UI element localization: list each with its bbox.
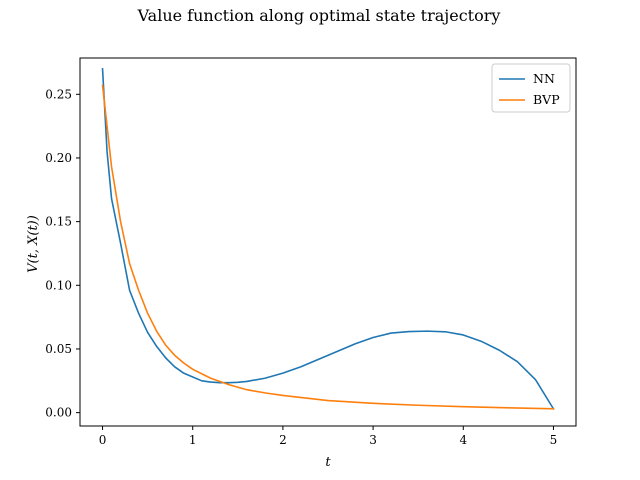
legend: NN BVP — [491, 63, 571, 113]
x-tick-label: 3 — [369, 433, 377, 447]
series-line-bvp — [101, 84, 555, 410]
x-tick-label: 0 — [99, 433, 107, 447]
chart-title: Value function along optimal state traje… — [137, 6, 501, 25]
y-tick-label: 0.10 — [45, 278, 72, 292]
x-tick-label: 5 — [550, 433, 558, 447]
plot-frame — [79, 57, 577, 427]
y-axis-label: V(t, X(t)) — [26, 215, 41, 273]
y-tick-label: 0.15 — [45, 215, 72, 229]
x-tick-label: 4 — [459, 433, 467, 447]
series-layer — [101, 67, 555, 410]
x-tick-label: 1 — [189, 433, 197, 447]
y-tick-label: 0.25 — [45, 87, 72, 101]
series-line-nn — [101, 67, 555, 410]
x-axis-label: t — [325, 455, 331, 470]
x-tick-label: 2 — [279, 433, 287, 447]
y-tick-label: 0.05 — [45, 342, 72, 356]
legend-label-nn: NN — [533, 71, 555, 86]
axes-layer: 0 1 2 3 4 5 0.00 0.05 0.10 0.15 0.20 0.25 — [45, 57, 577, 447]
y-tick-label: 0.20 — [45, 151, 72, 165]
legend-label-bvp: BVP — [533, 92, 560, 107]
y-tick-label: 0.00 — [45, 406, 72, 420]
